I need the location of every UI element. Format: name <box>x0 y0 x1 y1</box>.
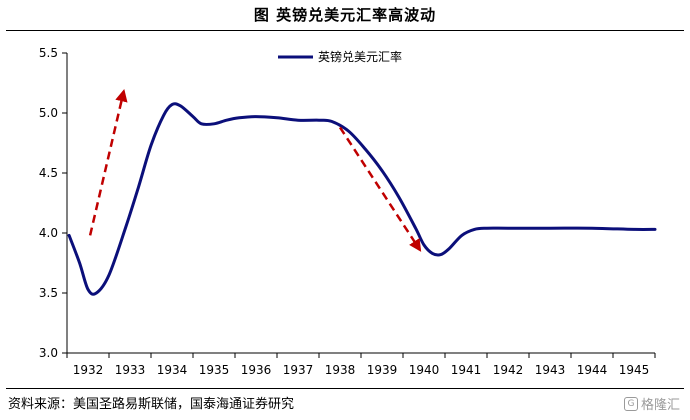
y-tick-label: 4.5 <box>39 166 58 180</box>
x-tick-label: 1942 <box>493 363 524 377</box>
watermark-text: 格隆汇 <box>640 398 680 413</box>
x-tick-label: 1934 <box>157 363 188 377</box>
x-tick-label: 1933 <box>115 363 146 377</box>
x-tick-label: 1939 <box>367 363 398 377</box>
y-tick-label: 4.0 <box>39 226 58 240</box>
watermark-logo-icon: G <box>623 396 638 411</box>
watermark: G 格隆汇 <box>623 394 680 413</box>
chart-legend: 英镑兑美元汇率 <box>278 49 402 64</box>
x-tick-label: 1938 <box>325 363 356 377</box>
title-rule <box>6 30 684 31</box>
x-tick-label: 1944 <box>577 363 608 377</box>
trend-arrow-down <box>338 126 422 252</box>
x-tick-label: 1936 <box>241 363 272 377</box>
line-chart: 3.0 3.5 4.0 4.5 5.0 5.5 1932 1933 1934 1935 1936 19… <box>39 46 657 377</box>
trend-arrow-up <box>88 88 128 236</box>
y-tick-label: 3.0 <box>39 346 58 360</box>
y-tick-label: 5.5 <box>39 46 58 60</box>
x-tick-label: 1941 <box>451 363 482 377</box>
x-tick-label: 1932 <box>73 363 104 377</box>
chart-title: 图 英镑兑美元汇率高波动 <box>253 6 437 24</box>
y-tick-label: 3.5 <box>39 286 58 300</box>
x-tick-label: 1940 <box>409 363 440 377</box>
source-rule <box>6 388 684 389</box>
x-tick-label: 1943 <box>535 363 566 377</box>
x-tick-label: 1937 <box>283 363 314 377</box>
y-tick-label: 5.0 <box>39 106 58 120</box>
legend-label-exchange-rate: 英镑兑美元汇率 <box>318 49 402 64</box>
series-line-exchange-rate <box>67 102 657 296</box>
source-note: 资料来源：美国圣路易斯联储，国泰海通证券研究 <box>8 397 295 412</box>
x-tick-label: 1935 <box>199 363 230 377</box>
x-tick-label: 1945 <box>619 363 650 377</box>
